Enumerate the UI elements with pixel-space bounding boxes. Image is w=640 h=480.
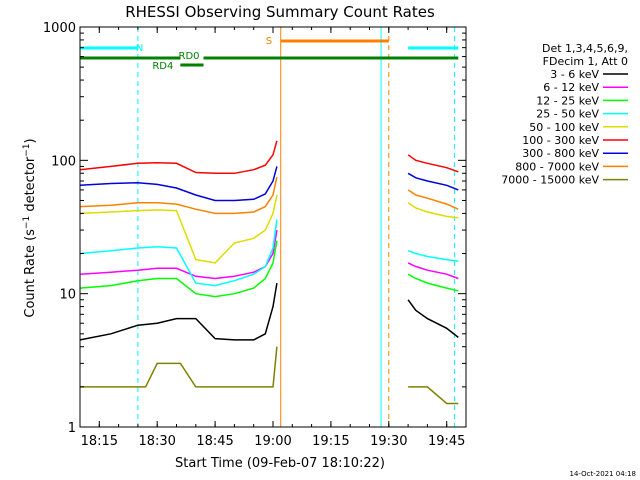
y-axis-label-part: ) [23,138,38,143]
legend-entry-label: 100 - 300 keV [522,134,599,147]
y-axis-label-part: −1 [22,216,32,229]
y-tick-label: 100 [51,154,76,169]
x-tick-label: 19:30 [370,434,407,449]
legend-header: FDecim 1, Att 0 [543,55,628,68]
legend-entry-label: 3 - 6 keV [550,68,599,81]
footer-timestamp: 14-Oct-2021 04:18 [570,470,636,478]
x-tick-label: 18:45 [196,434,233,449]
series-line [80,141,458,174]
x-tick-label: 19:45 [428,434,465,449]
legend-entry-label: 12 - 25 keV [536,94,599,107]
x-tick-label: 19:15 [312,434,349,449]
legend-entry-label: 300 - 800 keV [522,147,599,160]
annotation-label-rd0: RD0 [179,51,200,62]
y-tick-label: 10 [59,288,76,303]
legend-entry-label: 25 - 50 keV [536,108,599,121]
chart-title: RHESSI Observing Summary Count Rates [125,3,435,21]
x-tick-label: 18:30 [138,434,175,449]
x-tick-label: 18:15 [81,434,118,449]
legend-entry-label: 50 - 100 keV [529,121,599,134]
y-axis-label-part: detector [23,156,38,216]
annotation-label-rd4: RD4 [152,61,173,72]
y-tick-label: 1000 [43,21,76,36]
series-line [80,283,458,340]
legend-header: Det 1,3,4,5,6,9, [542,42,628,55]
legend-entry-label: 6 - 12 keV [543,81,599,94]
x-axis-label: Start Time (09-Feb-07 18:10:22) [175,456,385,471]
y-axis-label-part: Count Rate (s [23,229,38,318]
legend: Det 1,3,4,5,6,9,FDecim 1, Att 03 - 6 keV… [501,42,628,187]
series-line [80,220,458,286]
annotation-label-n: N [136,43,143,54]
annotation-label-s: S [266,36,272,47]
y-tick-label: 1 [68,421,76,436]
legend-entry-label: 800 - 7000 keV [515,160,599,173]
series-line [80,166,458,200]
series-line [80,241,458,297]
x-tick-label: 19:00 [254,434,291,449]
plot-area: N S RD0 RD4 18:15 18:30 18:45 19:00 19:15 19:30 19… [43,21,466,449]
series-line [80,195,458,263]
legend-entry-label: 7000 - 15000 keV [501,174,599,187]
y-axis-label-part: −1 [22,143,32,156]
series-line [80,347,458,404]
y-axis-label: Count Rate (s−1 detector−1) [22,138,38,317]
